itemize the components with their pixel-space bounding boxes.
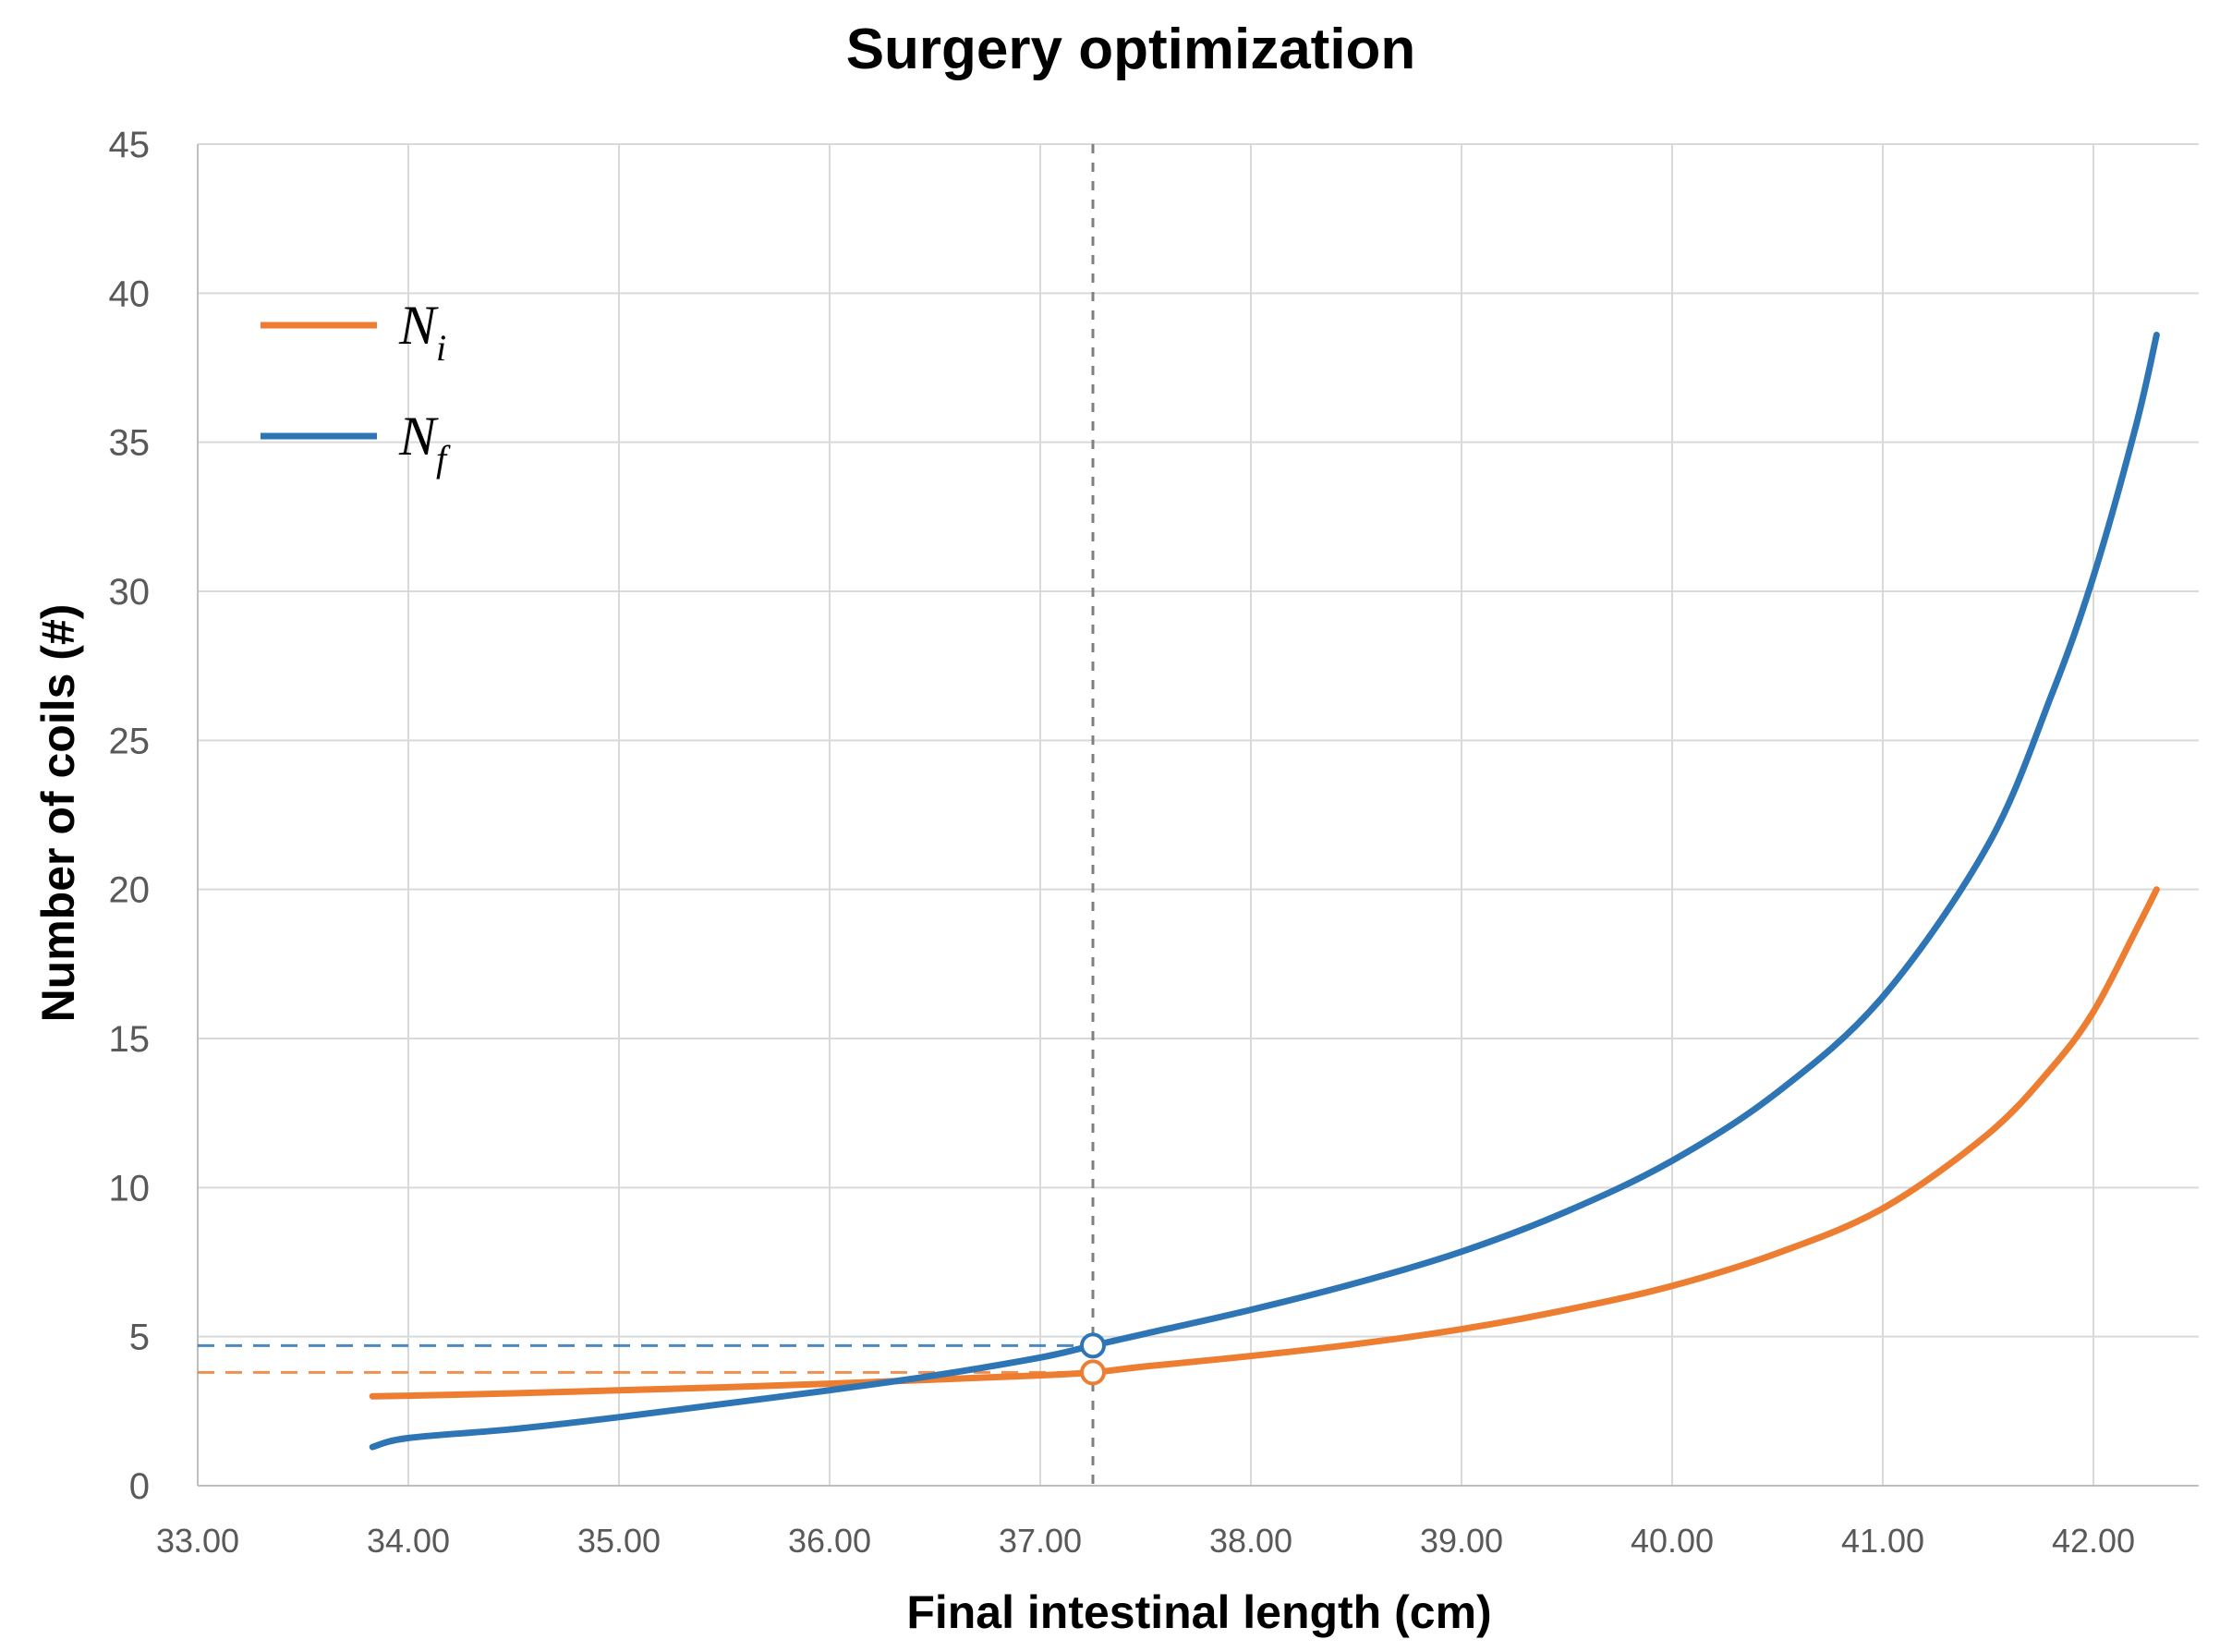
x-tick-label: 38.00 (1209, 1522, 1292, 1560)
series-line-N_i (369, 886, 2160, 1400)
x-tick-label: 35.00 (577, 1522, 661, 1560)
y-tick-label: 25 (109, 721, 151, 761)
y-tick-label: 0 (129, 1466, 150, 1507)
x-tick-label: 36.00 (788, 1522, 871, 1560)
x-tick-label: 33.00 (156, 1522, 239, 1560)
grid (197, 143, 2199, 1487)
chart-title: Surgery optimization (846, 18, 1416, 81)
series-line-N_f (369, 332, 2160, 1451)
y-tick-label: 15 (109, 1019, 151, 1060)
y-axis-title: Number of coils (#) (32, 604, 84, 1023)
y-tick-label: 10 (109, 1168, 151, 1209)
reference-lines (198, 144, 1095, 1486)
x-tick-label: 37.00 (999, 1522, 1082, 1560)
marker-N_f (1080, 1332, 1106, 1359)
y-tick-label: 35 (109, 423, 151, 464)
y-tick-label: 40 (109, 273, 151, 314)
markers (1080, 1332, 1106, 1386)
series-lines (369, 332, 2160, 1451)
x-tick-label: 39.00 (1420, 1522, 1503, 1560)
x-tick-label: 41.00 (1841, 1522, 1924, 1560)
tick-labels: 0 5 10 15 20 25 30 35 40 45 33.00 34.00 35.00 36.00 37… (109, 125, 2136, 1560)
x-tick-label: 40.00 (1631, 1522, 1714, 1560)
legend: Ni Nf (261, 295, 451, 480)
y-tick-label: 5 (129, 1318, 150, 1358)
y-tick-label: 45 (109, 125, 151, 165)
x-tick-label: 34.00 (367, 1522, 450, 1560)
x-tick-label: 42.00 (2052, 1522, 2135, 1560)
y-tick-label: 30 (109, 572, 151, 613)
legend-label-N_f: Nf (398, 406, 451, 480)
y-tick-label: 20 (109, 870, 151, 911)
legend-label-N_i: Ni (398, 295, 446, 369)
x-axis-title: Final intestinal length (cm) (906, 1586, 1491, 1638)
marker-N_i (1080, 1359, 1106, 1386)
